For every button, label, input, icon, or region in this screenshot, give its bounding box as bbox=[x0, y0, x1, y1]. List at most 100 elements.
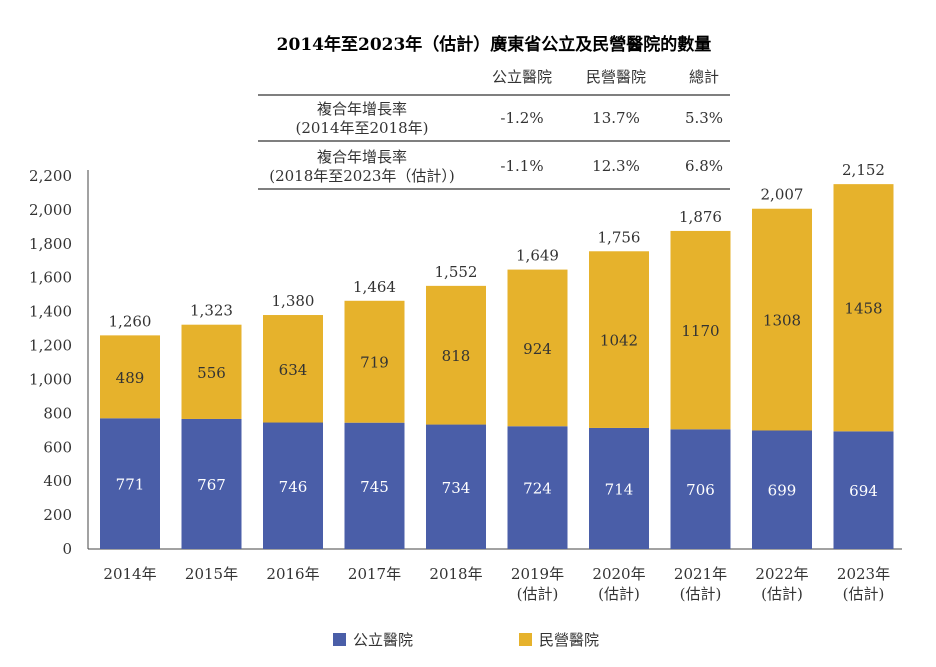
y-tick-label: 0 bbox=[62, 540, 72, 558]
bar-segment-private bbox=[344, 300, 405, 423]
bar-segment-private bbox=[263, 315, 323, 423]
bar-segment-private bbox=[507, 269, 568, 427]
bar-value-label: 924 bbox=[523, 340, 552, 358]
x-tick-label: (估計) bbox=[517, 585, 559, 603]
y-tick-label: 600 bbox=[43, 438, 72, 456]
y-tick-label: 2,000 bbox=[29, 201, 72, 219]
bar-total-label: 1,876 bbox=[679, 208, 722, 226]
bar-segment-private bbox=[670, 230, 731, 430]
bar-segment-private bbox=[100, 335, 160, 419]
bar-total-label: 1,380 bbox=[272, 292, 315, 310]
y-tick-label: 2,200 bbox=[29, 167, 72, 185]
bar-value-label: 724 bbox=[523, 480, 552, 498]
y-tick-label: 1,200 bbox=[29, 337, 72, 355]
x-tick-label: 2014年 bbox=[103, 565, 156, 583]
bar-value-label: 734 bbox=[442, 479, 471, 497]
x-tick-label: (估計) bbox=[761, 585, 803, 603]
table-row-label: (2018年至2023年（估計）) bbox=[269, 167, 455, 185]
bar-segment-private bbox=[426, 285, 486, 425]
y-tick-label: 1,600 bbox=[29, 269, 72, 287]
bar-segment-public bbox=[752, 430, 812, 549]
bar-value-label: 694 bbox=[849, 482, 878, 500]
x-tick-label: 2020年 bbox=[592, 565, 645, 583]
bar-segment-public bbox=[426, 424, 486, 549]
table-cell: -1.1% bbox=[500, 157, 543, 175]
bar-segment-public bbox=[100, 418, 160, 549]
table-cell: 12.3% bbox=[592, 157, 640, 175]
bar-value-label: 706 bbox=[686, 481, 715, 499]
x-tick-label: 2023年 bbox=[837, 565, 890, 583]
x-tick-label: 2021年 bbox=[674, 565, 727, 583]
table-row-label: 複合年增長率 bbox=[317, 100, 407, 118]
table-row-label: (2014年至2018年) bbox=[295, 119, 428, 137]
bar-segment-public bbox=[344, 422, 405, 549]
bar-segment-private bbox=[181, 324, 242, 419]
bar-segment-private bbox=[833, 184, 894, 432]
chart-title: 2014年至2023年（估計）廣東省公立及民營醫院的數量 bbox=[277, 34, 712, 55]
bar-total-label: 1,756 bbox=[598, 228, 641, 246]
table-cell: 5.3% bbox=[685, 109, 723, 127]
bar-value-label: 746 bbox=[279, 478, 308, 496]
legend-swatch bbox=[333, 633, 346, 646]
bar-segment-private bbox=[589, 251, 649, 428]
bar-value-label: 745 bbox=[360, 478, 389, 496]
bar-segment-public bbox=[181, 418, 242, 549]
axes: 0 200 400 600 800 1,000 1,200 1,400 1,600 1,800 2,… bbox=[29, 167, 902, 558]
legend-label: 民營醫院 bbox=[539, 631, 599, 649]
legend-label: 公立醫院 bbox=[353, 631, 413, 649]
bar-value-label: 771 bbox=[116, 476, 145, 494]
y-tick-label: 1,000 bbox=[29, 370, 72, 388]
bar-value-label: 714 bbox=[605, 480, 634, 498]
table-cell: 13.7% bbox=[592, 109, 640, 127]
bar-segment-public bbox=[833, 431, 894, 549]
y-tick-label: 800 bbox=[43, 404, 72, 422]
bar-segment-public bbox=[589, 427, 649, 549]
bar-segment-public bbox=[670, 429, 731, 549]
table-row-label: 複合年增長率 bbox=[317, 148, 407, 166]
bar-value-label: 767 bbox=[197, 476, 226, 494]
x-tick-label: (估計) bbox=[680, 585, 722, 603]
bar-total-label: 2,007 bbox=[761, 186, 804, 204]
bars: 771 489 1,260 2014年 767 556 1,323 2015年 746 634 1,… bbox=[100, 161, 894, 603]
x-tick-label: 2015年 bbox=[185, 565, 238, 583]
table-cell: -1.2% bbox=[500, 109, 543, 127]
x-tick-label: 2022年 bbox=[755, 565, 808, 583]
x-tick-label: 2016年 bbox=[266, 565, 319, 583]
y-tick-label: 1,400 bbox=[29, 303, 72, 321]
y-tick-label: 1,800 bbox=[29, 235, 72, 253]
table-header: 總計 bbox=[689, 68, 719, 86]
bar-total-label: 1,552 bbox=[435, 263, 478, 281]
x-tick-label: (估計) bbox=[598, 585, 640, 603]
bar-value-label: 489 bbox=[116, 369, 145, 387]
x-tick-label: (估計) bbox=[843, 585, 885, 603]
bar-total-label: 1,323 bbox=[190, 302, 233, 320]
table-header: 民營醫院 bbox=[586, 68, 646, 86]
bar-value-label: 818 bbox=[442, 347, 471, 365]
bar-value-label: 1170 bbox=[681, 322, 719, 340]
bar-value-label: 634 bbox=[279, 361, 308, 379]
bar-segment-private bbox=[752, 208, 812, 431]
bar-value-label: 556 bbox=[197, 364, 226, 382]
table-cell: 6.8% bbox=[685, 157, 723, 175]
bar-segment-public bbox=[263, 422, 323, 549]
x-tick-label: 2019年 bbox=[511, 565, 564, 583]
y-tick-label: 400 bbox=[43, 472, 72, 490]
bar-value-label: 1308 bbox=[763, 312, 801, 330]
x-tick-label: 2018年 bbox=[429, 565, 482, 583]
bar-segment-public bbox=[507, 426, 568, 549]
table-header: 公立醫院 bbox=[492, 68, 552, 86]
bar-total-label: 1,649 bbox=[516, 247, 559, 265]
bar-total-label: 1,464 bbox=[353, 278, 396, 296]
bar-value-label: 1458 bbox=[844, 300, 882, 318]
x-tick-label: 2017年 bbox=[348, 565, 401, 583]
y-tick-label: 200 bbox=[43, 506, 72, 524]
bar-total-label: 2,152 bbox=[842, 161, 885, 179]
bar-total-label: 1,260 bbox=[109, 312, 152, 330]
bar-value-label: 1042 bbox=[600, 332, 638, 350]
legend-swatch bbox=[519, 633, 532, 646]
legend: 公立醫院 民營醫院 bbox=[333, 631, 599, 649]
bar-value-label: 699 bbox=[768, 482, 797, 500]
bar-value-label: 719 bbox=[360, 354, 389, 372]
